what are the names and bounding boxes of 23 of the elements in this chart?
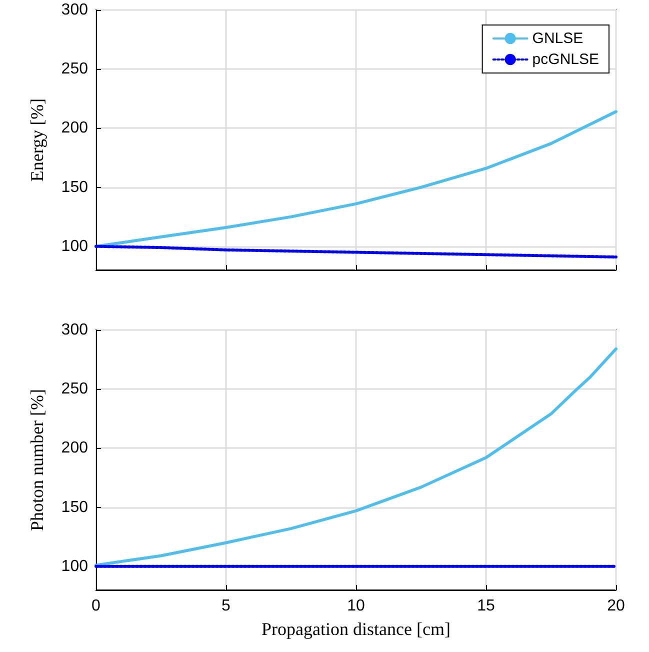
y-tick-label: 200 bbox=[61, 440, 88, 457]
y-tick-label: 100 bbox=[61, 558, 88, 575]
y-tick-label: 100 bbox=[61, 238, 88, 255]
x-tick-label: 0 bbox=[92, 598, 101, 614]
x-tick-label: 15 bbox=[477, 598, 495, 614]
line-series bbox=[94, 110, 618, 248]
y-tick-label: 150 bbox=[61, 178, 88, 196]
y-tick-label: 150 bbox=[61, 498, 88, 516]
x-tick-label: 10 bbox=[347, 598, 365, 614]
y-axis-title: Photon number [%] bbox=[27, 389, 47, 531]
y-tick-label: 200 bbox=[61, 120, 88, 137]
x-tick-label: 5 bbox=[222, 598, 231, 614]
x-tick-label: 20 bbox=[607, 598, 625, 614]
y-tick-label: 250 bbox=[61, 380, 88, 398]
x-axis-title: Propagation distance [cm] bbox=[262, 619, 450, 639]
y-tick-label: 300 bbox=[61, 2, 88, 18]
line-series bbox=[94, 347, 618, 567]
y-axis-title: Energy [%] bbox=[27, 98, 47, 182]
y-tick-label: 250 bbox=[61, 60, 88, 78]
line-series bbox=[94, 244, 618, 258]
y-tick-label: 300 bbox=[61, 322, 88, 338]
legend-label: GNLSE bbox=[532, 30, 584, 47]
legend-label: pcGNLSE bbox=[532, 51, 600, 68]
